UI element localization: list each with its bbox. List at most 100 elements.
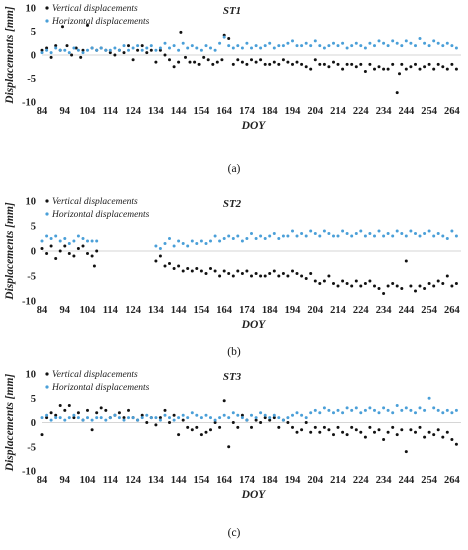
- data-point: [409, 408, 413, 412]
- y-tick-label: -10: [22, 297, 36, 308]
- data-point: [382, 41, 386, 45]
- data-point: [186, 416, 190, 420]
- data-point: [158, 418, 162, 422]
- data-point: [395, 284, 399, 288]
- data-point: [291, 425, 294, 429]
- x-tick-label: 174: [239, 475, 256, 486]
- data-point: [81, 48, 85, 52]
- data-point: [432, 284, 436, 288]
- data-point: [181, 418, 185, 422]
- data-point: [445, 41, 449, 45]
- data-point: [332, 411, 335, 415]
- data-point: [295, 44, 299, 48]
- x-tick-label: 224: [353, 305, 370, 316]
- data-point: [332, 282, 335, 285]
- data-point: [318, 430, 322, 434]
- figure-caption: (b): [227, 346, 241, 358]
- data-point: [168, 416, 171, 420]
- data-point: [58, 404, 62, 407]
- data-point: [414, 411, 417, 415]
- data-point: [322, 62, 326, 66]
- data-point: [149, 48, 153, 52]
- legend-marker: [45, 19, 49, 23]
- data-point: [90, 254, 94, 258]
- data-point: [215, 60, 219, 64]
- data-point: [40, 51, 44, 55]
- data-point: [450, 62, 454, 66]
- data-point: [359, 411, 363, 415]
- data-point: [423, 232, 427, 235]
- data-point: [395, 433, 399, 437]
- series-vertical: [40, 244, 458, 295]
- data-point: [127, 44, 130, 48]
- data-point: [220, 58, 224, 62]
- x-tick-label: 154: [194, 305, 211, 316]
- y-tick-label: -5: [27, 272, 36, 283]
- data-point: [300, 232, 304, 235]
- data-point: [122, 418, 126, 422]
- y-tick-label: -5: [27, 442, 36, 453]
- data-point: [263, 274, 267, 278]
- x-tick-label: 194: [285, 106, 302, 117]
- data-point: [309, 411, 313, 415]
- data-point: [227, 37, 231, 40]
- data-point: [368, 41, 372, 45]
- data-point: [90, 428, 94, 432]
- data-point: [445, 408, 449, 412]
- data-point: [295, 430, 299, 434]
- data-point: [104, 408, 108, 412]
- data-point: [168, 237, 171, 240]
- data-point: [222, 237, 226, 240]
- data-point: [395, 404, 399, 407]
- data-point: [227, 44, 231, 48]
- legend-label: Vertical displacements: [52, 4, 138, 14]
- data-point: [259, 411, 263, 415]
- data-point: [368, 279, 372, 283]
- data-point: [350, 408, 354, 412]
- chart-panel-st3: -10 -5 0 5 10 84 94 104 114 124 134 144 154 164 174 184…: [4, 370, 461, 539]
- data-point: [168, 46, 171, 50]
- data-point: [49, 237, 53, 240]
- data-point: [86, 23, 89, 27]
- data-point: [281, 58, 285, 62]
- data-point: [336, 408, 340, 412]
- data-point: [286, 41, 290, 45]
- data-point: [382, 406, 386, 410]
- data-point: [250, 425, 253, 429]
- data-point: [127, 48, 130, 52]
- data-point: [427, 282, 431, 285]
- data-point: [63, 244, 67, 248]
- data-point: [304, 65, 308, 69]
- data-point: [318, 62, 322, 66]
- data-point: [418, 234, 422, 238]
- data-point: [250, 274, 253, 278]
- data-point: [231, 46, 235, 50]
- data-point: [313, 279, 317, 283]
- data-point: [277, 44, 281, 48]
- data-point: [177, 239, 181, 243]
- data-point: [81, 237, 85, 240]
- data-point: [54, 46, 58, 50]
- data-point: [181, 269, 185, 273]
- data-point: [213, 234, 217, 238]
- data-point: [322, 425, 326, 429]
- data-point: [363, 46, 367, 50]
- x-tick-label: 184: [262, 305, 279, 316]
- data-point: [382, 292, 386, 295]
- data-point: [445, 430, 449, 434]
- data-point: [418, 284, 422, 288]
- data-point: [195, 267, 199, 270]
- data-point: [154, 244, 158, 248]
- data-point: [277, 416, 281, 420]
- data-point: [291, 269, 294, 273]
- data-point: [268, 62, 272, 66]
- data-point: [436, 62, 440, 66]
- data-point: [450, 284, 454, 288]
- x-tick-label: 124: [125, 475, 142, 486]
- data-point: [341, 430, 345, 434]
- data-point: [354, 232, 358, 235]
- data-point: [354, 65, 358, 69]
- data-point: [188, 60, 192, 64]
- data-point: [49, 244, 53, 248]
- data-point: [336, 425, 340, 429]
